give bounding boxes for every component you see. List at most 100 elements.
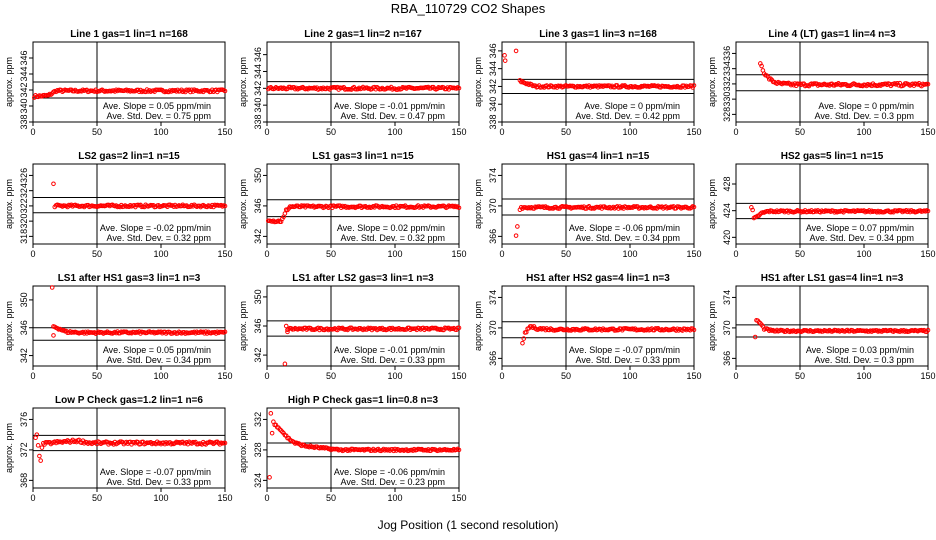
- chart-title: HS1 after HS2 gas=4 lin=1 n=3: [526, 273, 670, 284]
- x-tick-label: 50: [561, 127, 571, 137]
- data-point: [285, 329, 290, 335]
- y-tick-label: 342: [253, 348, 263, 363]
- x-tick-label: 50: [92, 493, 102, 503]
- ave-std-label: Ave. Std. Dev. = 0.34 ppm: [576, 233, 680, 243]
- y-tick-label: 340: [488, 97, 498, 112]
- x-tick-label: 0: [733, 249, 738, 259]
- y-tick-label: 366: [488, 229, 498, 244]
- x-tick-label: 0: [30, 249, 35, 259]
- data-point: [222, 440, 228, 446]
- data-point: [39, 445, 45, 450]
- chart-panel: LS1 after LS2 gas=3 lin=1 n=3 0 50 100 150 34…: [238, 273, 467, 381]
- y-axis-label: approx. ppm: [4, 57, 14, 107]
- x-tick-label: 100: [387, 371, 402, 381]
- x-tick-label: 50: [561, 371, 571, 381]
- ave-slope-label: Ave. Slope = 0.03 ppm/min: [806, 345, 914, 355]
- ave-slope-label: Ave. Slope = -0.01 ppm/min: [334, 101, 445, 111]
- x-tick-label: 0: [733, 127, 738, 137]
- data-point: [513, 48, 519, 54]
- x-tick-label: 100: [856, 249, 871, 259]
- ave-slope-label: Ave. Slope = 0.05 ppm/min: [103, 101, 211, 111]
- ave-std-label: Ave. Std. Dev. = 0.75 ppm: [107, 111, 211, 121]
- chart-panel: Low P Check gas=1.2 lin=1 n=6 0 50 100 150 36…: [4, 395, 233, 503]
- x-tick-label: 50: [326, 371, 336, 381]
- ave-std-label: Ave. Std. Dev. = 0.3 ppm: [815, 111, 914, 121]
- data-point: [925, 208, 931, 214]
- y-tick-label: 424: [722, 203, 732, 218]
- data-point: [759, 63, 764, 69]
- chart-panel: Line 4 (LT) gas=1 lin=4 n=30 50 100 1503283…: [707, 29, 936, 137]
- data-point: [456, 325, 462, 331]
- x-tick-label: 50: [561, 249, 571, 259]
- ave-std-label: Ave. Std. Dev. = 0.42 ppm: [576, 111, 680, 121]
- y-tick-label: 322: [19, 198, 29, 213]
- x-tick-label: 150: [451, 493, 466, 503]
- x-tick-label: 0: [733, 371, 738, 381]
- x-tick-label: 150: [686, 127, 701, 137]
- plot-frame: [32, 407, 226, 489]
- chart-title: Low P Check gas=1.2 lin=1 n=6: [55, 395, 203, 406]
- data-point: [517, 207, 523, 213]
- x-tick-label: 50: [326, 127, 336, 137]
- data-point: [222, 88, 228, 94]
- y-tick-label: 340: [253, 98, 263, 113]
- data-point: [282, 361, 288, 367]
- x-tick-label: 150: [217, 371, 232, 381]
- y-tick-label: 324: [19, 183, 29, 198]
- ave-slope-label: Ave. Slope = 0 ppm/min: [584, 101, 680, 111]
- y-tick-label: 366: [488, 351, 498, 366]
- ave-slope-label: Ave. Slope = 0 ppm/min: [818, 101, 914, 111]
- plot-frame: [735, 163, 929, 245]
- y-tick-label: 420: [722, 230, 732, 245]
- y-axis-label: approx. ppm: [4, 301, 14, 351]
- x-tick-label: 100: [856, 127, 871, 137]
- y-tick-label: 350: [19, 292, 29, 307]
- chart-panel: HS1 gas=4 lin=1 n=15 0 50 100 150 366 370 374 ap…: [473, 151, 702, 259]
- chart-title: Line 2 gas=1 lin=2 n=167: [304, 29, 422, 40]
- y-tick-label: 344: [253, 64, 263, 79]
- ave-std-label: Ave. Std. Dev. = 0.33 ppm: [107, 477, 211, 487]
- x-tick-label: 0: [30, 371, 35, 381]
- x-tick-label: 0: [264, 371, 269, 381]
- data-point: [750, 207, 755, 213]
- data-point: [691, 83, 697, 88]
- x-tick-label: 50: [795, 371, 805, 381]
- y-tick-label: 350: [253, 289, 263, 304]
- data-point: [49, 285, 55, 290]
- y-tick-label: 374: [722, 290, 732, 305]
- x-tick-label: 0: [264, 127, 269, 137]
- data-point: [456, 85, 462, 91]
- y-tick-label: 346: [253, 198, 263, 213]
- y-axis-label: approx. ppm: [473, 57, 483, 107]
- y-tick-label: 346: [19, 50, 29, 65]
- y-tick-label: 370: [488, 320, 498, 335]
- data-point: [38, 458, 43, 463]
- x-tick-label: 0: [264, 249, 269, 259]
- data-point: [35, 443, 41, 448]
- chart-title: Line 4 (LT) gas=1 lin=4 n=3: [768, 29, 896, 40]
- y-axis-label: approx. ppm: [707, 57, 717, 107]
- data-point: [513, 233, 519, 238]
- y-tick-label: 328: [253, 442, 263, 457]
- data-point: [34, 432, 40, 437]
- data-point: [222, 329, 228, 335]
- data-point: [691, 204, 697, 210]
- x-tick-label: 150: [217, 249, 232, 259]
- y-tick-label: 324: [253, 473, 263, 488]
- x-tick-label: 0: [499, 249, 504, 259]
- ave-std-label: Ave. Std. Dev. = 0.33 ppm: [341, 355, 445, 365]
- y-tick-label: 374: [488, 168, 498, 183]
- y-tick-label: 366: [722, 351, 732, 366]
- y-tick-label: 350: [253, 168, 263, 183]
- x-tick-label: 100: [622, 371, 637, 381]
- x-tick-label: 100: [387, 493, 402, 503]
- chart-panel: High P Check gas=1 lin=0.8 n=3 0 50 100 150 3…: [238, 395, 467, 503]
- ave-std-label: Ave. Std. Dev. = 0.47 ppm: [341, 111, 445, 121]
- y-tick-label: 332: [253, 412, 263, 427]
- x-tick-label: 50: [92, 127, 102, 137]
- data-point: [269, 430, 275, 436]
- ave-slope-label: Ave. Slope = -0.02 ppm/min: [100, 223, 211, 233]
- x-tick-label: 100: [387, 127, 402, 137]
- x-tick-label: 100: [622, 127, 637, 137]
